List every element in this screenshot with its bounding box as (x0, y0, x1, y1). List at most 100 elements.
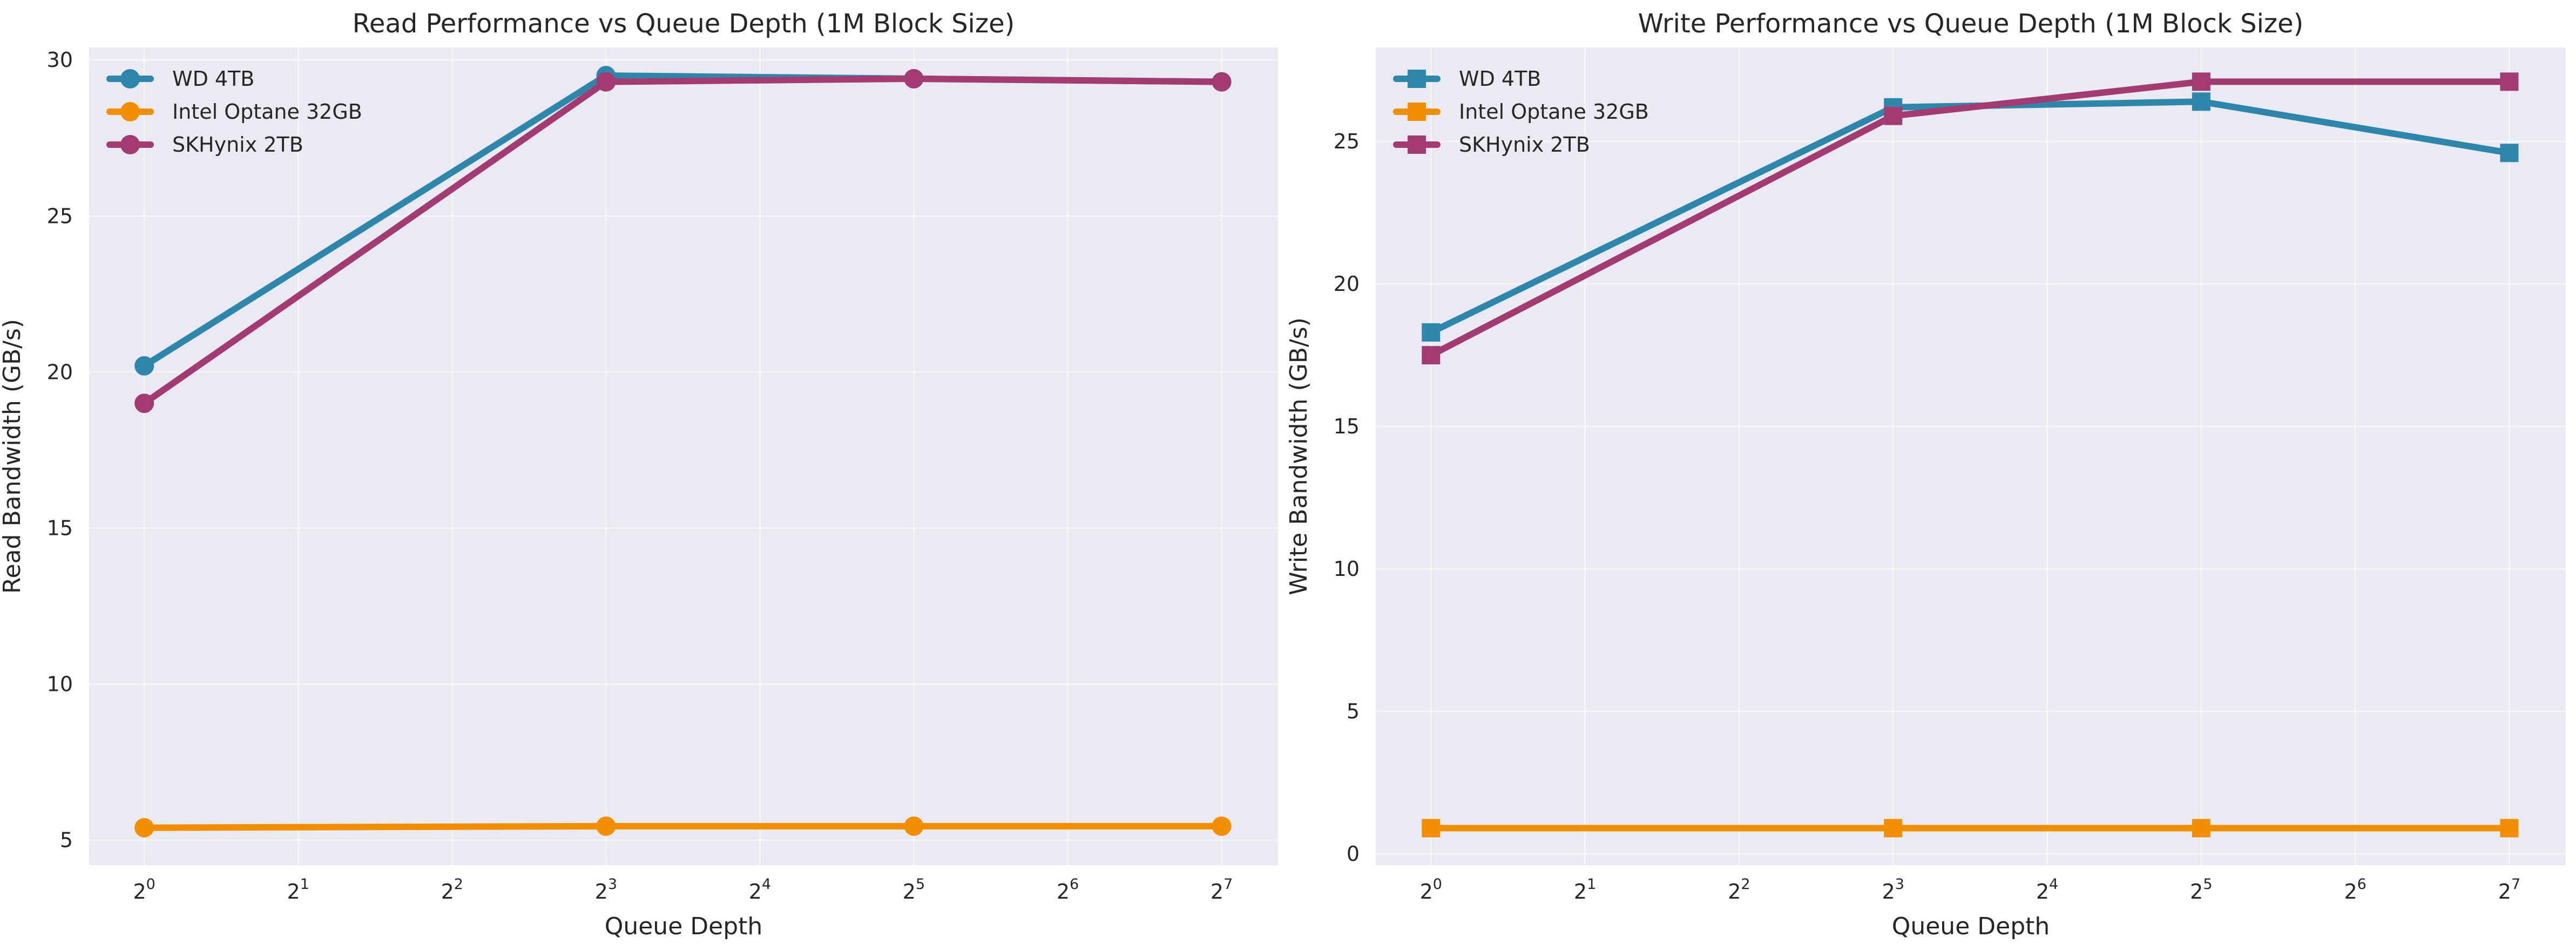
y-tick-label: 5 (1347, 699, 1360, 723)
x-tick-label: 21 (1574, 876, 1596, 904)
plot-area (89, 47, 1278, 865)
plot-area (1376, 47, 2566, 865)
data-point (1212, 816, 1232, 836)
x-tick-base: 2 (441, 880, 454, 904)
x-tick-base: 2 (2190, 880, 2203, 904)
legend-item: Intel Optane 32GB (1393, 100, 1649, 124)
y-tick-label: 20 (1334, 272, 1360, 296)
x-tick-base: 2 (1211, 880, 1223, 904)
x-tick-exponent: 3 (1895, 876, 1904, 893)
x-tick-base: 2 (2036, 880, 2049, 904)
legend-item: SKHynix 2TB (106, 133, 303, 157)
x-tick-exponent: 1 (300, 876, 309, 893)
x-tick-exponent: 7 (1223, 876, 1233, 893)
x-tick-exponent: 4 (2049, 876, 2058, 893)
y-tick-label: 15 (1334, 415, 1360, 438)
x-tick-base: 2 (1057, 880, 1070, 904)
x-tick-label: 20 (1420, 876, 1442, 904)
x-tick-label: 24 (749, 876, 771, 904)
y-tick-label: 25 (47, 204, 73, 228)
x-tick-base: 2 (903, 880, 916, 904)
data-point (2192, 92, 2210, 111)
legend-label: Intel Optane 32GB (172, 100, 362, 124)
y-tick-label: 10 (1334, 557, 1360, 581)
x-tick-exponent: 0 (146, 876, 155, 893)
x-axis-label: Queue Depth (1892, 913, 2050, 940)
x-tick-exponent: 3 (608, 876, 617, 893)
y-tick-label: 15 (47, 516, 73, 540)
data-point (1422, 346, 1441, 365)
data-point (134, 393, 154, 413)
x-tick-base: 2 (749, 880, 762, 904)
x-tick-label: 25 (2190, 876, 2212, 904)
y-tick-label: 25 (1334, 130, 1360, 153)
x-tick-label: 27 (2498, 876, 2520, 904)
data-point (1212, 72, 1232, 92)
y-tick-label: 10 (47, 673, 73, 696)
data-point (1884, 106, 1903, 125)
x-tick-label: 27 (1211, 876, 1233, 904)
legend-label: WD 4TB (1459, 67, 1541, 91)
x-tick-exponent: 4 (762, 876, 771, 893)
data-point (1422, 819, 1441, 838)
legend-label: WD 4TB (172, 67, 254, 91)
x-tick-label: 22 (1728, 876, 1750, 904)
legend-item: SKHynix 2TB (1393, 133, 1590, 157)
x-tick-label: 26 (1057, 876, 1079, 904)
data-point (2500, 819, 2519, 838)
y-tick-label: 5 (60, 828, 73, 852)
x-tick-base: 2 (2344, 880, 2357, 904)
legend-label: SKHynix 2TB (172, 133, 303, 157)
x-tick-exponent: 1 (1587, 876, 1596, 893)
x-tick-base: 2 (595, 880, 608, 904)
x-tick-label: 21 (287, 876, 309, 904)
x-tick-exponent: 5 (916, 876, 925, 893)
x-tick-exponent: 0 (1433, 876, 1442, 893)
series-line-2 (1428, 78, 2513, 359)
series-line-0 (1428, 98, 2513, 336)
x-tick-exponent: 2 (454, 876, 463, 893)
series-line-2 (141, 75, 1225, 407)
x-tick-base: 2 (1420, 880, 1433, 904)
data-point (2192, 819, 2210, 838)
x-tick-label: 26 (2344, 876, 2366, 904)
legend-item: Intel Optane 32GB (106, 100, 362, 124)
x-tick-exponent: 6 (1070, 876, 1079, 893)
legend-marker (120, 135, 140, 154)
x-tick-label: 23 (1882, 876, 1904, 904)
legend-marker (1408, 103, 1426, 121)
x-tick-label: 24 (2036, 876, 2058, 904)
x-tick-label: 22 (441, 876, 463, 904)
data-point (1422, 323, 1441, 342)
y-tick-label: 30 (47, 48, 73, 72)
data-point (134, 818, 154, 838)
chart-title: Read Performance vs Queue Depth (1M Bloc… (353, 9, 1015, 39)
data-point (2500, 72, 2519, 91)
legend-label: SKHynix 2TB (1459, 133, 1590, 157)
legend-marker (120, 102, 140, 121)
x-tick-label: 23 (595, 876, 617, 904)
legend-marker (1408, 135, 1426, 154)
x-tick-base: 2 (287, 880, 300, 904)
data-point (904, 816, 924, 836)
x-tick-label: 20 (133, 876, 155, 904)
legend-marker (120, 69, 140, 89)
data-point (134, 356, 154, 376)
data-point (2192, 72, 2210, 91)
x-tick-base: 2 (1728, 880, 1741, 904)
x-tick-exponent: 7 (2511, 876, 2520, 893)
data-point (596, 72, 616, 92)
x-tick-exponent: 6 (2357, 876, 2367, 893)
x-tick-base: 2 (1574, 880, 1587, 904)
data-point (1884, 819, 1903, 838)
legend-item: WD 4TB (1393, 67, 1541, 91)
y-tick-label: 20 (47, 360, 73, 384)
x-tick-base: 2 (2498, 880, 2511, 904)
x-tick-base: 2 (133, 880, 146, 904)
series-line-1 (141, 823, 1225, 831)
y-axis-label: Write Bandwidth (GB/s) (1285, 317, 1313, 595)
data-point (596, 816, 616, 836)
